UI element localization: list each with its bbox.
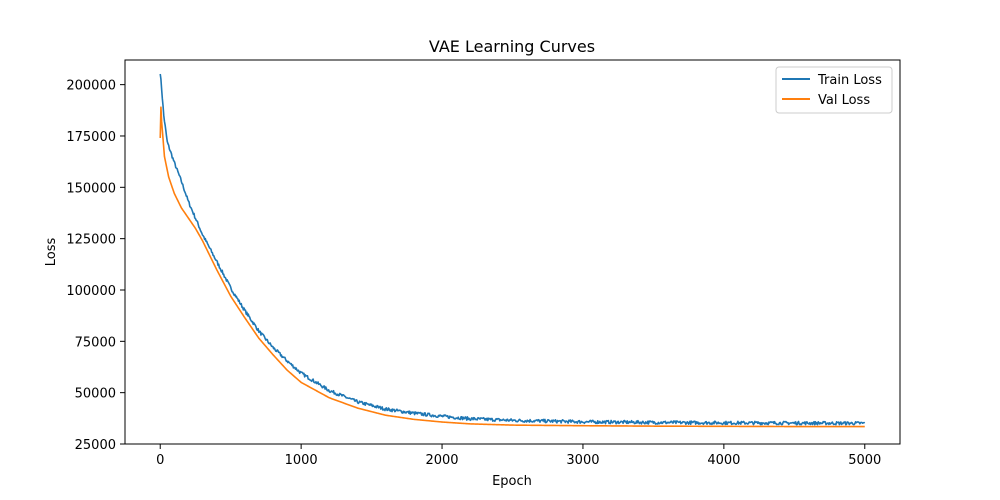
series-line-train-loss (159, 73, 866, 426)
legend-label-val-loss: Val Loss (818, 93, 870, 108)
x-tick-label: 2000 (425, 453, 458, 468)
chart-title: VAE Learning Curves (429, 37, 595, 56)
plot-frame (124, 59, 901, 445)
x-axis: 0 1000 2000 3000 4000 5000 (156, 444, 881, 468)
series-layer (159, 73, 866, 428)
y-tick-label: 25000 (75, 438, 116, 453)
y-axis: 25000 50000 75000 100000 125000 150000 175000 2… (66, 79, 125, 453)
x-tick-label: 4000 (707, 453, 740, 468)
x-tick-label: 1000 (285, 453, 318, 468)
x-axis-label: Epoch (492, 474, 532, 489)
y-tick-label: 200000 (66, 79, 116, 94)
y-tick-label: 175000 (66, 130, 116, 145)
legend: Train Loss Val Loss (775, 66, 893, 114)
x-tick-label: 3000 (566, 453, 599, 468)
y-tick-label: 75000 (75, 335, 116, 350)
y-axis-label: Loss (44, 238, 59, 267)
y-tick-label: 50000 (75, 387, 116, 402)
legend-label-train-loss: Train Loss (817, 73, 882, 88)
series-line-val-loss (159, 106, 865, 428)
y-tick-label: 125000 (66, 233, 116, 248)
y-tick-label: 100000 (66, 284, 116, 299)
x-tick-label: 0 (156, 453, 164, 468)
x-tick-label: 5000 (848, 453, 881, 468)
y-tick-label: 150000 (66, 181, 116, 196)
